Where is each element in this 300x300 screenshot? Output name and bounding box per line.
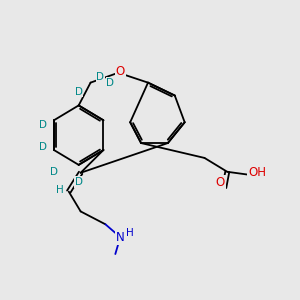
Text: H: H xyxy=(126,228,134,238)
Text: OH: OH xyxy=(248,166,266,179)
Text: O: O xyxy=(216,176,225,189)
Text: D: D xyxy=(39,142,47,152)
Text: H: H xyxy=(56,184,64,195)
Text: D: D xyxy=(106,78,114,88)
Text: D: D xyxy=(75,177,83,187)
Text: D: D xyxy=(97,72,104,82)
Text: D: D xyxy=(50,167,58,177)
Text: D: D xyxy=(75,86,83,97)
Text: O: O xyxy=(116,65,125,78)
Text: N: N xyxy=(116,231,125,244)
Text: D: D xyxy=(39,120,47,130)
